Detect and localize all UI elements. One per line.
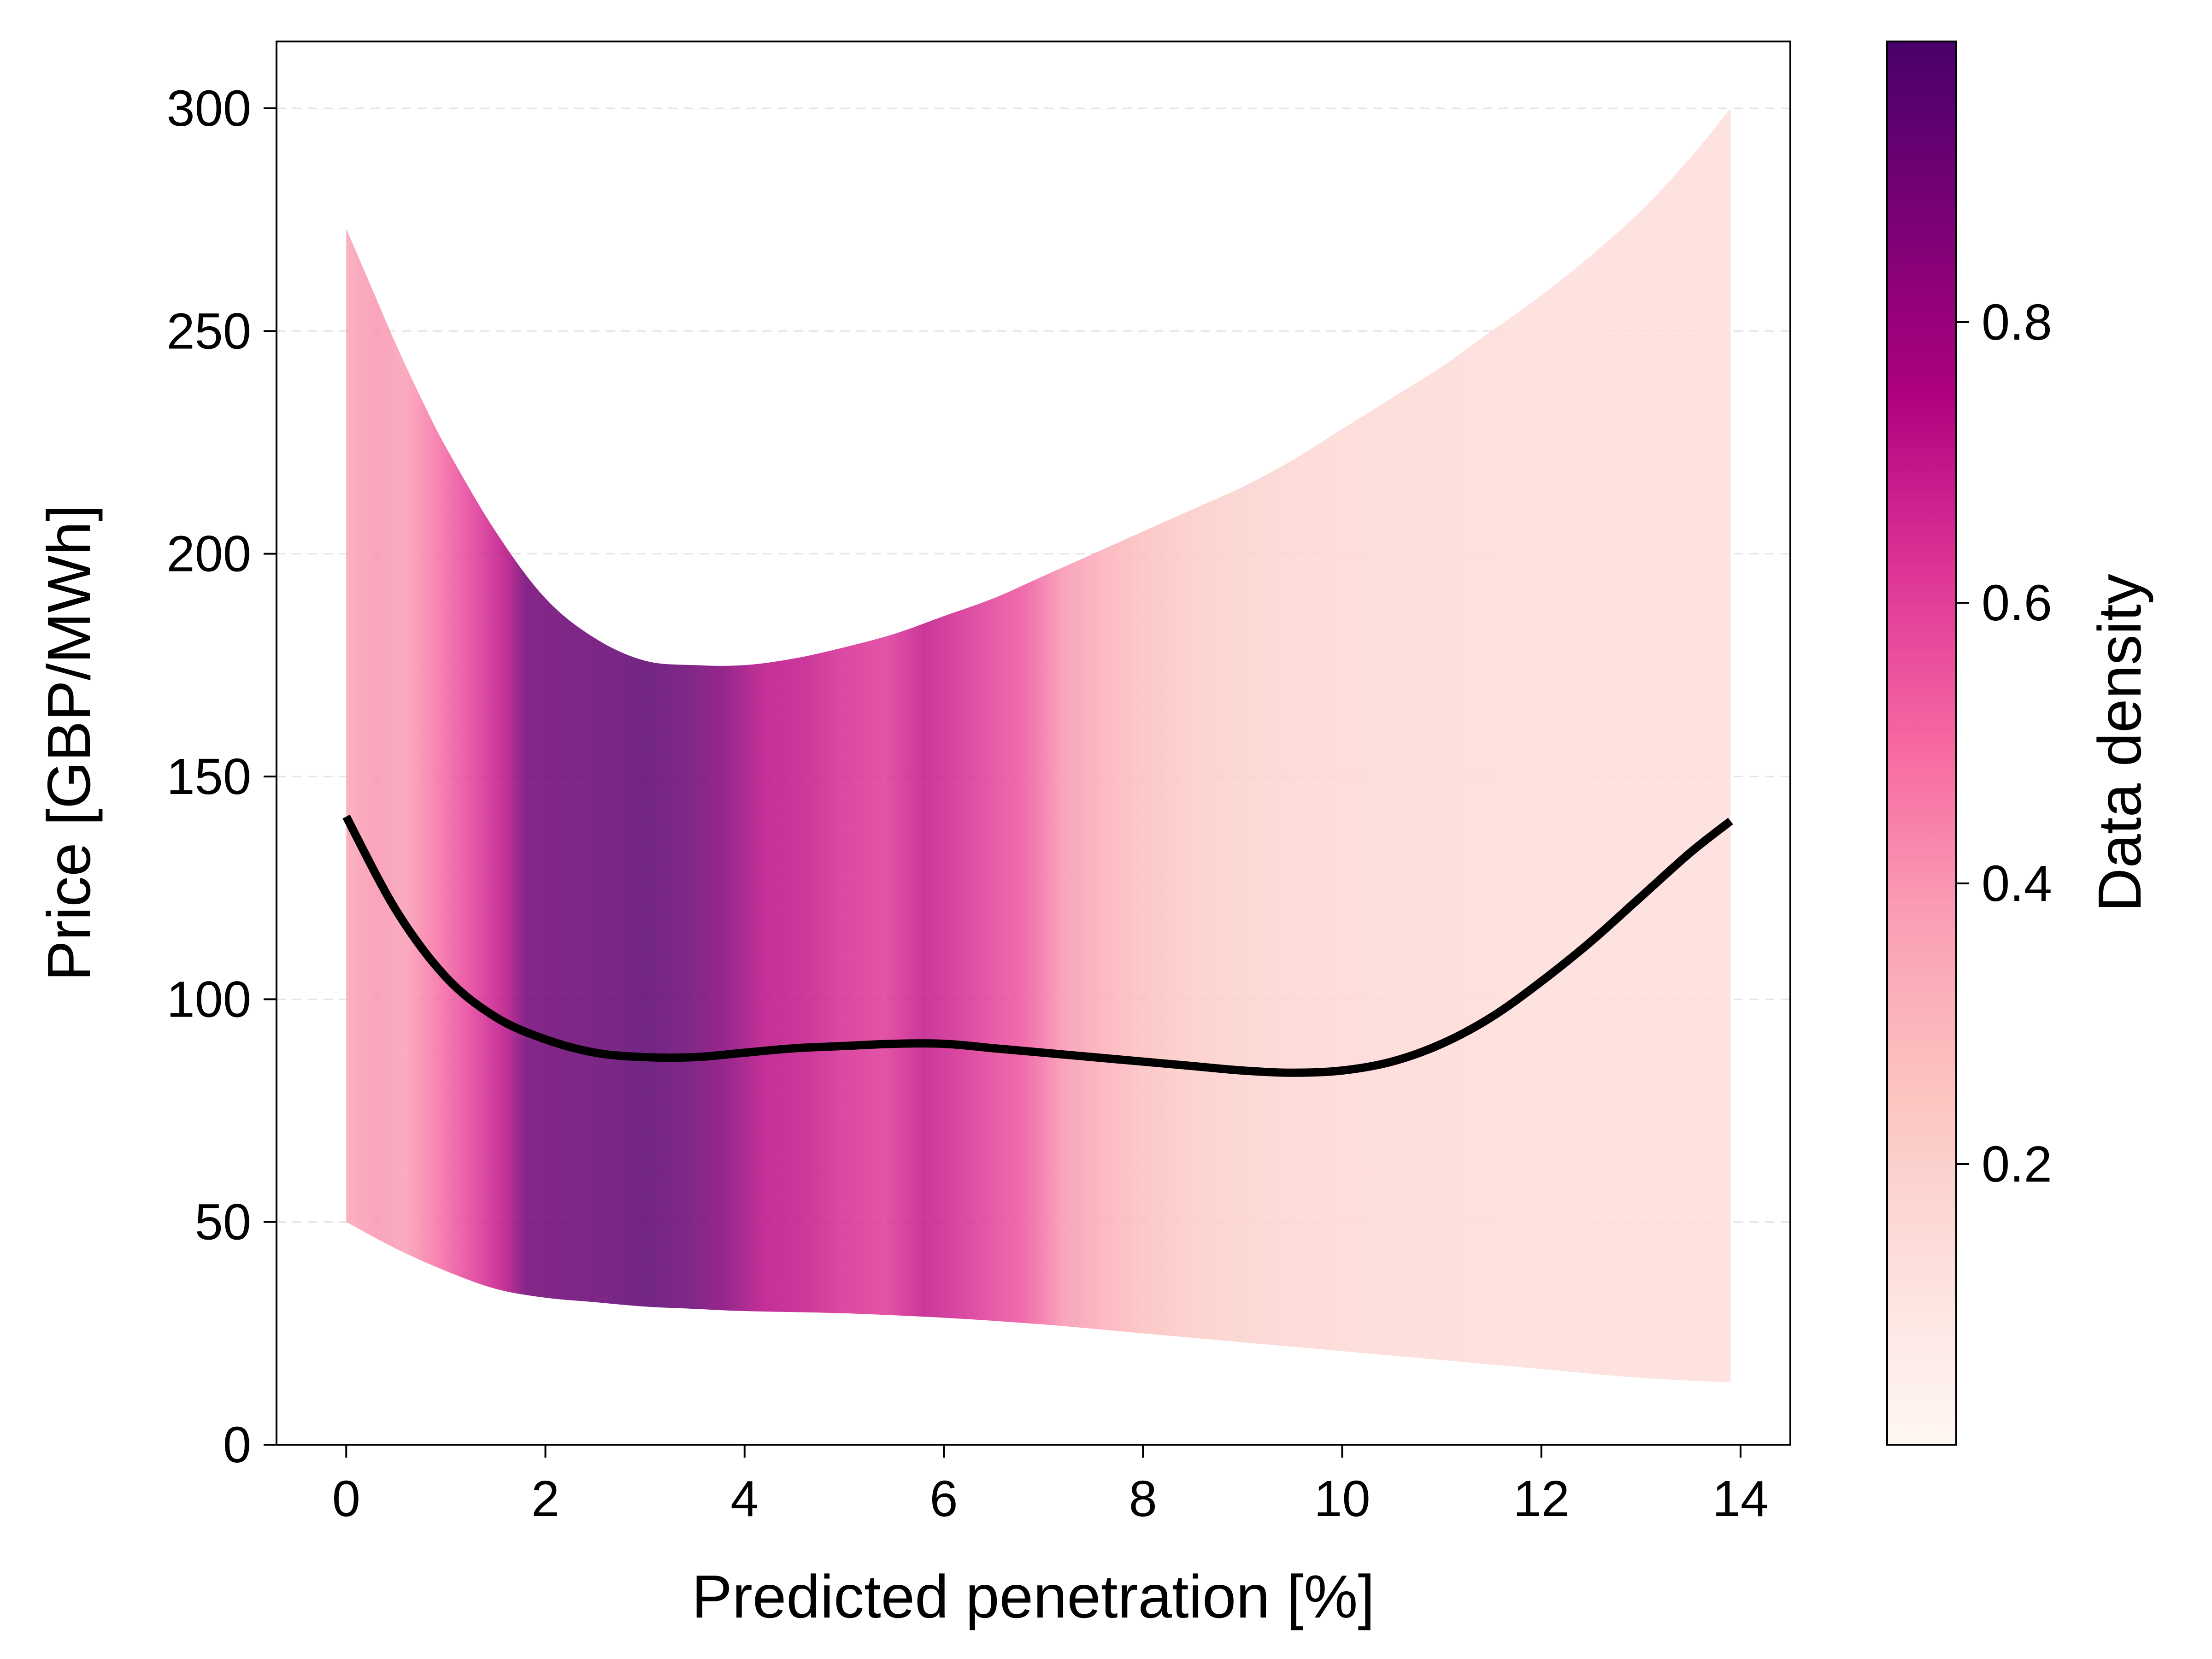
colorbar-ticks: 0.2 0.4 0.6 0.8 [1956, 294, 2052, 1193]
colorbar: 0.2 0.4 0.6 0.8 Data density [1886, 41, 2153, 1446]
y-tick-label: 200 [166, 526, 251, 582]
colorbar-label: Data density [2086, 574, 2153, 912]
median-line-layer [342, 814, 1733, 1077]
colorbar-tick-label: 0.8 [1982, 294, 2052, 351]
x-tick-label: 2 [531, 1471, 559, 1527]
x-tick-label: 10 [1314, 1471, 1370, 1527]
y-axis: 0 50 100 150 200 250 300 [166, 80, 276, 1473]
x-tick-label: 12 [1513, 1471, 1570, 1527]
x-tick-label: 8 [1129, 1471, 1157, 1527]
y-tick-label: 50 [195, 1194, 251, 1251]
colorbar-tick-label: 0.2 [1982, 1136, 2052, 1193]
x-tick-label: 6 [930, 1471, 958, 1527]
y-tick-label: 300 [166, 80, 251, 137]
y-tick-label: 150 [166, 748, 251, 805]
x-tick-label: 14 [1712, 1471, 1769, 1527]
colorbar-tick-label: 0.4 [1982, 855, 2052, 912]
colorbar-tick-label: 0.6 [1982, 575, 2052, 631]
colorbar-frame [1886, 41, 1957, 1446]
y-axis-label: Price [GBP/MWh] [35, 505, 103, 981]
x-tick-label: 0 [332, 1471, 360, 1527]
x-axis-label: Predicted penetration [%] [692, 1563, 1375, 1630]
x-tick-label: 4 [730, 1471, 759, 1527]
plot-frame [276, 41, 1791, 1446]
y-tick-label: 250 [166, 303, 251, 359]
colorbar-fill [1887, 41, 1956, 1445]
y-tick-label: 0 [223, 1417, 251, 1473]
y-tick-label: 100 [166, 971, 251, 1028]
x-axis: 0 2 4 6 8 10 12 14 [332, 1445, 1769, 1527]
median-price-line [342, 814, 1733, 1077]
